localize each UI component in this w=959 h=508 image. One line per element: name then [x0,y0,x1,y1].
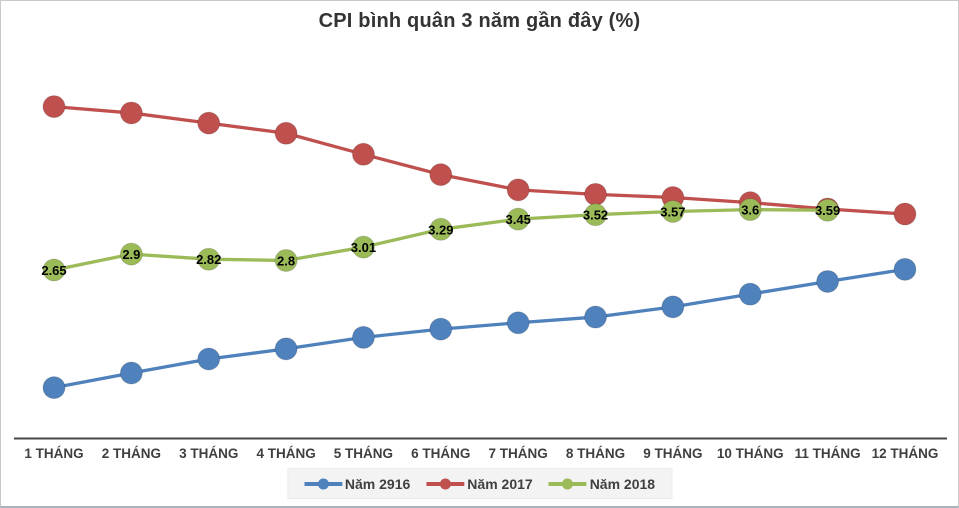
x-axis-label: 9 THÁNG [643,446,702,461]
series-3-marker [816,198,840,222]
x-axis-label: 2 THÁNG [102,446,161,461]
series-2-marker [42,95,66,119]
data-label: 3.52 [583,208,608,223]
legend-item-2: Năm 2017 [426,475,533,492]
data-label: 3.01 [351,240,376,255]
chart-legend: Năm 2916 Năm 2017 Năm 2018 [286,468,673,499]
series-1-marker [816,269,840,293]
series-3-marker [351,235,375,259]
data-label: 3.57 [660,205,685,220]
series-3-marker [42,258,66,282]
legend-label: Năm 2018 [589,475,656,492]
series-1-marker [197,347,221,371]
series-3-marker [119,242,143,266]
series-2-marker [197,111,221,135]
data-label: 2.9 [122,247,140,262]
series-1-marker [893,257,917,281]
series-1-marker [584,305,608,329]
x-axis-label: 3 THÁNG [179,446,238,461]
data-label: 3.59 [815,203,840,218]
series-1-marker [119,361,143,385]
data-label: 2.8 [277,253,295,268]
series-3-marker [506,207,530,231]
x-axis-label: 7 THÁNG [489,446,548,461]
series-3-marker [197,247,221,271]
legend-label: Năm 2916 [344,475,411,492]
legend-line-marker-icon [303,478,342,489]
legend-item-1: Năm 2916 [303,475,411,492]
series-2-marker [274,121,298,145]
series-1-marker [42,376,66,400]
series-2-marker [119,101,143,125]
series-2-marker [429,163,453,187]
series-1-marker [351,325,375,349]
x-axis-label: 4 THÁNG [256,446,315,461]
series-1-marker [274,337,298,361]
data-label: 2.65 [41,263,66,278]
series-1-marker [429,317,453,341]
series-2-marker [584,182,608,206]
series-line-2 [53,104,906,216]
x-axis-label: 6 THÁNG [411,446,470,461]
x-axis-label: 11 THÁNG [795,446,861,461]
x-axis-label: 12 THÁNG [872,446,939,461]
x-axis-label: 5 THÁNG [334,446,393,461]
series-3-marker [584,203,608,227]
series-3-marker [274,248,298,272]
data-label: 2.82 [196,252,221,267]
series-3-marker [661,200,685,224]
chart-title: CPI bình quân 3 năm gần đây (%) [318,10,641,32]
series-line-1 [53,267,906,390]
series-2-marker [351,142,375,166]
legend-label: Năm 2017 [467,475,533,492]
series-1-marker [506,311,530,335]
legend-item-3: Năm 2018 [548,475,656,492]
series-3-marker [429,217,453,241]
series-1-marker [661,295,685,319]
data-label: 3.45 [506,212,531,227]
x-axis-label: 8 THÁNG [566,446,625,461]
legend-line-marker-icon [548,478,587,489]
legend-line-marker-icon [426,478,465,489]
x-axis-label: 1 THÁNG [24,446,83,461]
data-label: 3.29 [428,222,453,237]
data-label: 3.6 [741,203,759,218]
series-3-marker [738,198,762,222]
series-2-marker [893,202,917,226]
series-1-marker [738,282,762,306]
x-axis-label: 10 THÁNG [717,446,784,461]
series-2-marker [506,178,530,202]
